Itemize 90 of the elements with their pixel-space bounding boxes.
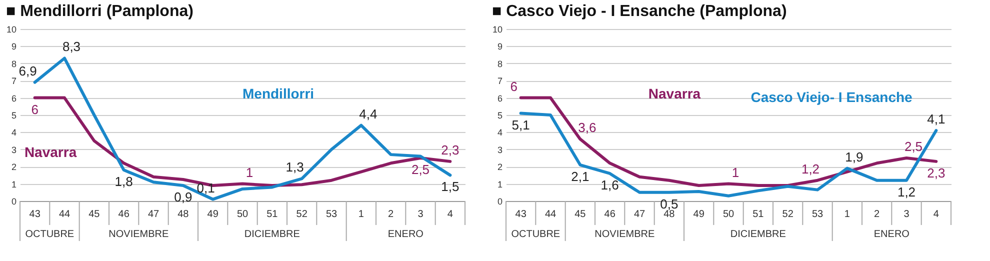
data-label: 1,2 [801,161,820,176]
x-tick-label: 43 [29,209,41,220]
y-tick-label: 9 [497,42,502,52]
text: ENERO [874,229,910,240]
x-tick-label: 52 [296,209,308,220]
series-label: Navarra [24,144,77,160]
data-label: 1 [732,164,740,180]
y-tick-label: 9 [11,42,16,52]
text: OCTUBRE [25,229,74,240]
x-tick-label: 50 [722,209,734,220]
y-tick-label: 7 [11,76,16,86]
x-tick-label: 2 [388,209,394,220]
x-tick-label: 48 [178,209,190,220]
data-label: 2,3 [927,165,946,180]
y-tick-label: 3 [11,144,16,155]
x-tick-label: 3 [418,209,424,220]
data-label: 2,3 [441,142,460,158]
data-label: 1,3 [286,160,304,175]
data-label: 1,8 [114,174,133,190]
data-label: 6 [31,102,38,117]
data-label: 3,6 [578,120,596,136]
x-tick-label: 4 [933,209,940,220]
y-tick-label: 0 [11,196,16,206]
y-tick-label: 6 [11,93,16,104]
text: Mendillorri [242,85,314,102]
x-tick-label: 4 [447,209,454,220]
data-label: 0,5 [660,196,678,212]
data-label: 1,6 [600,177,619,192]
data-label: 2,5 [411,162,430,177]
data-label: 6,9 [18,63,37,78]
x-tick-label: 46 [604,209,616,220]
y-tick-label: 2 [497,162,502,172]
x-tick-label: 1 [844,209,850,220]
y-tick-label: 4 [11,128,16,138]
data-label: 0,9 [174,190,192,205]
data-label: 1,9 [845,149,864,164]
x-tick-label: 52 [782,209,794,220]
y-tick-label: 6 [497,93,502,104]
data-label: 1,5 [441,179,460,194]
x-tick-label: 51 [752,209,764,220]
y-tick-label: 3 [497,144,502,155]
y-tick-label: 7 [497,76,502,86]
x-tick-label: 1 [358,209,364,220]
text: Navarra [648,85,701,102]
y-tick-label: 4 [497,128,502,138]
data-label: 5,1 [512,117,530,132]
x-tick-label: 53 [326,209,338,220]
x-tick-label: 3 [904,209,910,220]
data-label: 6 [510,78,518,94]
data-label: 2,5 [904,139,923,154]
y-tick-label: 1 [11,179,16,190]
data-label: 4,4 [359,106,378,122]
text: ENERO [388,229,424,240]
x-tick-label: 47 [148,209,160,220]
x-tick-label: 43 [515,209,527,220]
x-tick-label: 44 [544,209,556,220]
y-tick-label: 0 [497,196,502,206]
text: DICIEMBRE [244,229,300,240]
text: OCTUBRE [511,229,560,240]
x-tick-label: 2 [874,209,880,220]
x-tick-label: 53 [812,209,824,220]
y-tick-label: 10 [492,24,502,34]
data-label: 1 [246,164,254,180]
y-tick-label: 5 [497,110,502,120]
text: NOVIEMBRE [594,229,655,240]
x-tick-label: 51 [266,209,278,220]
chart-title: ■ Casco Viejo - I Ensanche (Pamplona) [492,3,787,20]
data-label: 4,1 [927,111,946,126]
data-label: 8,3 [62,39,81,54]
x-tick-label: 46 [118,209,130,220]
x-tick-label: 45 [88,209,100,220]
y-tick-label: 10 [6,24,16,34]
y-tick-label: 5 [11,110,16,120]
data-label: 1,2 [897,184,916,200]
x-tick-label: 47 [634,209,646,220]
x-tick-label: 50 [236,209,248,220]
text: NOVIEMBRE [108,229,169,240]
text: Casco Viejo- I Ensanche [750,88,913,105]
x-tick-label: 44 [58,209,70,220]
data-label: 2,1 [571,168,590,184]
x-tick-label: 48 [664,209,676,220]
x-tick-label: 49 [693,209,705,220]
y-tick-label: 2 [11,162,16,172]
x-tick-label: 45 [574,209,586,220]
chart-title: ■ Mendillorri (Pamplona) [6,3,194,20]
y-tick-label: 1 [497,179,502,190]
x-tick-label: 49 [207,209,219,220]
y-tick-label: 8 [497,58,502,69]
y-tick-label: 8 [11,58,16,69]
text: DICIEMBRE [730,229,786,240]
